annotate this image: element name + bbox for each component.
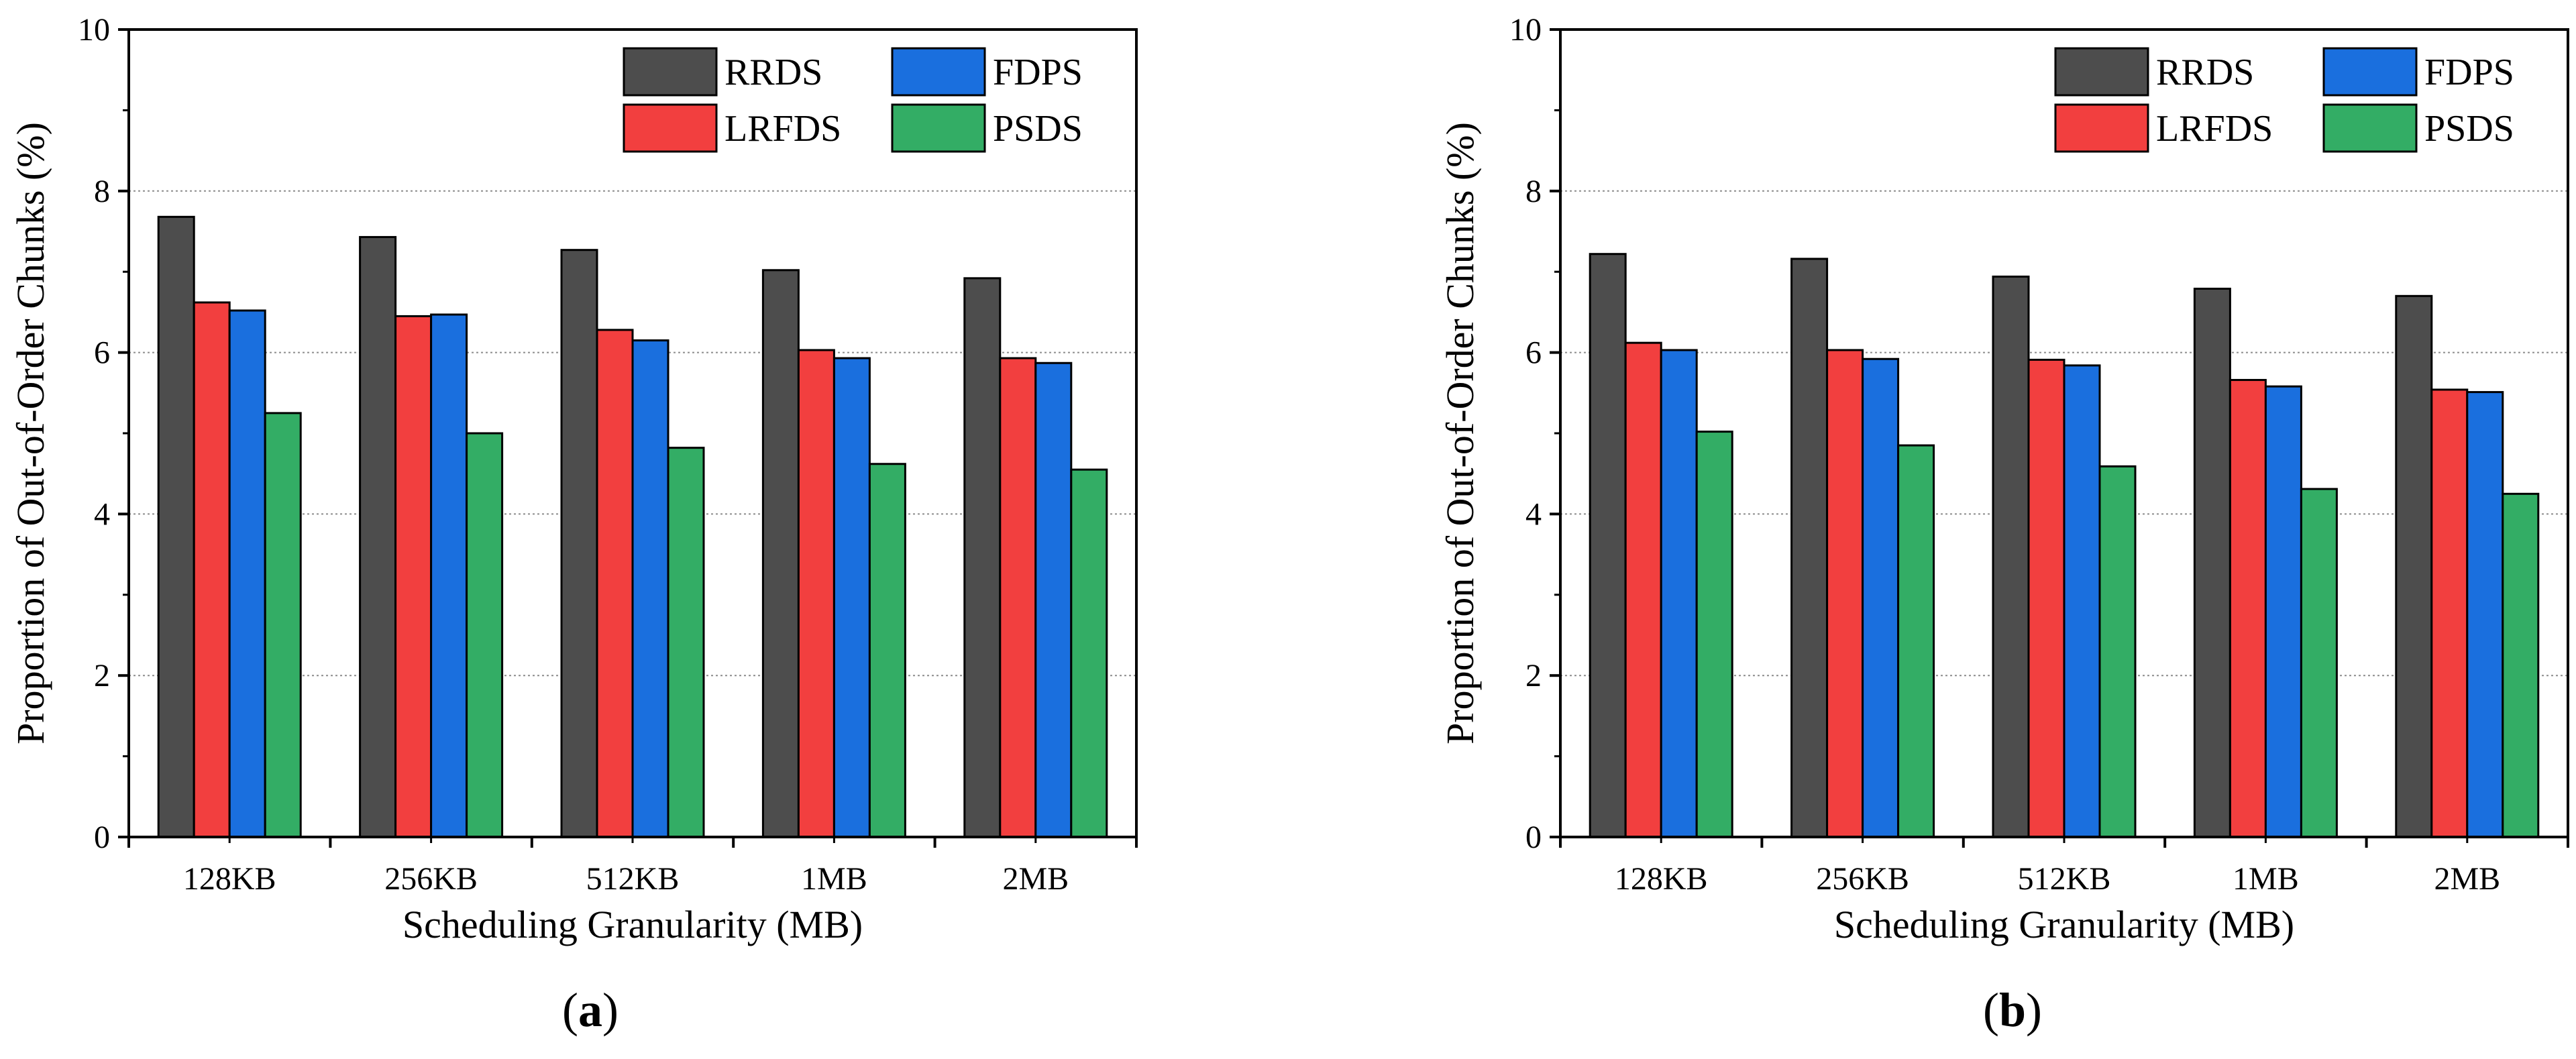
legend-label-lrfds: LRFDS <box>724 108 841 150</box>
bar-lrfds-2mb <box>999 357 1037 838</box>
bar-psds-2mb <box>2502 492 2540 838</box>
x-tick-label: 512KB <box>2018 861 2111 897</box>
legend-label-psds: PSDS <box>993 108 1083 150</box>
y-tick-label: 8 <box>94 174 110 209</box>
legend-swatch-psds <box>2322 103 2418 153</box>
y-tick-label: 2 <box>94 658 110 693</box>
bar-rrds-256kb <box>1790 258 1829 838</box>
bar-fdps-256kb <box>430 313 468 838</box>
legend-swatch-rrds <box>623 47 718 97</box>
bar-fdps-2mb <box>2466 391 2504 838</box>
chart-panel-b: 0 2 4 6 8 10 128KB 256KB 512KB 1MB 2MB Scheduling G… <box>1438 12 2569 1037</box>
bar-fdps-128kb <box>228 309 266 838</box>
panel-label: (b) <box>1983 983 2042 1037</box>
bar-rrds-256kb <box>359 235 397 838</box>
legend-label-psds: PSDS <box>2424 108 2514 150</box>
legend-swatch-lrfds <box>623 103 718 153</box>
bar-lrfds-512kb <box>2027 358 2065 838</box>
x-tick-label: 256KB <box>384 861 478 897</box>
legend-swatch-lrfds <box>2054 103 2149 153</box>
bar-rrds-512kb <box>1992 275 2030 838</box>
bar-fdps-512kb <box>631 339 669 838</box>
bar-rrds-512kb <box>560 249 598 838</box>
bar-fdps-1mb <box>2264 385 2302 838</box>
x-tick-label: 2MB <box>2434 861 2500 897</box>
bar-lrfds-256kb <box>1826 349 1864 838</box>
y-tick-label: 4 <box>1525 496 1542 532</box>
bar-rrds-128kb <box>157 215 195 838</box>
bar-fdps-2mb <box>1034 361 1073 838</box>
y-tick-label: 6 <box>1525 335 1542 371</box>
y-tick-label: 8 <box>1525 174 1542 209</box>
legend-label-rrds: RRDS <box>2156 52 2254 93</box>
bar-rrds-2mb <box>963 277 1002 838</box>
bar-lrfds-128kb <box>1624 341 1662 838</box>
bar-fdps-256kb <box>1862 357 1900 838</box>
y-axis-label: Proportion of Out-of-Order Chunks (%) <box>1438 122 1482 744</box>
x-tick-label: 1MB <box>2233 861 2299 897</box>
bar-lrfds-512kb <box>596 329 634 838</box>
bar-lrfds-1mb <box>797 349 835 838</box>
y-axis-label: Proportion of Out-of-Order Chunks (%) <box>9 122 52 744</box>
x-tick-label: 256KB <box>1816 861 1909 897</box>
bar-fdps-1mb <box>833 357 871 838</box>
bar-rrds-128kb <box>1589 253 1627 838</box>
y-tick-label: 4 <box>94 496 110 532</box>
x-tick-label: 128KB <box>1615 861 1708 897</box>
bar-psds-1mb <box>868 463 906 838</box>
y-tick-label: 10 <box>1509 12 1542 48</box>
legend-swatch-fdps <box>891 47 986 97</box>
bar-fdps-128kb <box>1660 349 1698 838</box>
bar-psds-1mb <box>2300 488 2338 838</box>
y-tick-label: 0 <box>1525 820 1542 855</box>
legend-swatch-fdps <box>2322 47 2418 97</box>
panel-label: (a) <box>562 983 619 1037</box>
x-tick-label: 512KB <box>586 861 680 897</box>
bar-fdps-512kb <box>2063 364 2101 838</box>
bar-psds-256kb <box>1897 444 1935 838</box>
bar-lrfds-128kb <box>193 301 231 838</box>
legend-swatch-psds <box>891 103 986 153</box>
x-axis-label: Scheduling Granularity (MB) <box>1834 903 2294 946</box>
legend-label-rrds: RRDS <box>724 52 822 93</box>
legend-label-lrfds: LRFDS <box>2156 108 2273 150</box>
bar-psds-512kb <box>667 447 705 838</box>
legend-swatch-rrds <box>2054 47 2149 97</box>
y-tick-label: 2 <box>1525 658 1542 693</box>
bar-psds-256kb <box>466 432 504 838</box>
legend-label-fdps: FDPS <box>993 52 1083 93</box>
bar-lrfds-256kb <box>394 315 433 838</box>
bar-rrds-2mb <box>2395 294 2433 838</box>
bar-lrfds-1mb <box>2229 379 2267 838</box>
x-axis-label: Scheduling Granularity (MB) <box>402 903 863 946</box>
y-tick-label: 6 <box>94 335 110 371</box>
y-tick-label: 0 <box>94 820 110 855</box>
bar-lrfds-2mb <box>2430 388 2469 838</box>
chart-panel-a: 0 2 4 6 8 10 128KB 256KB 512KB 1MB 2MB Scheduling G… <box>9 12 1138 1037</box>
bar-psds-2mb <box>1070 468 1108 838</box>
bar-psds-128kb <box>264 412 302 838</box>
bar-rrds-1mb <box>2193 287 2231 838</box>
x-tick-label: 2MB <box>1002 861 1069 897</box>
bar-psds-512kb <box>2098 465 2137 838</box>
x-tick-label: 1MB <box>801 861 867 897</box>
x-tick-label: 128KB <box>183 861 276 897</box>
y-tick-label: 10 <box>78 12 110 48</box>
bar-rrds-1mb <box>761 269 800 838</box>
bar-psds-128kb <box>1695 431 1733 838</box>
legend-label-fdps: FDPS <box>2424 52 2514 93</box>
